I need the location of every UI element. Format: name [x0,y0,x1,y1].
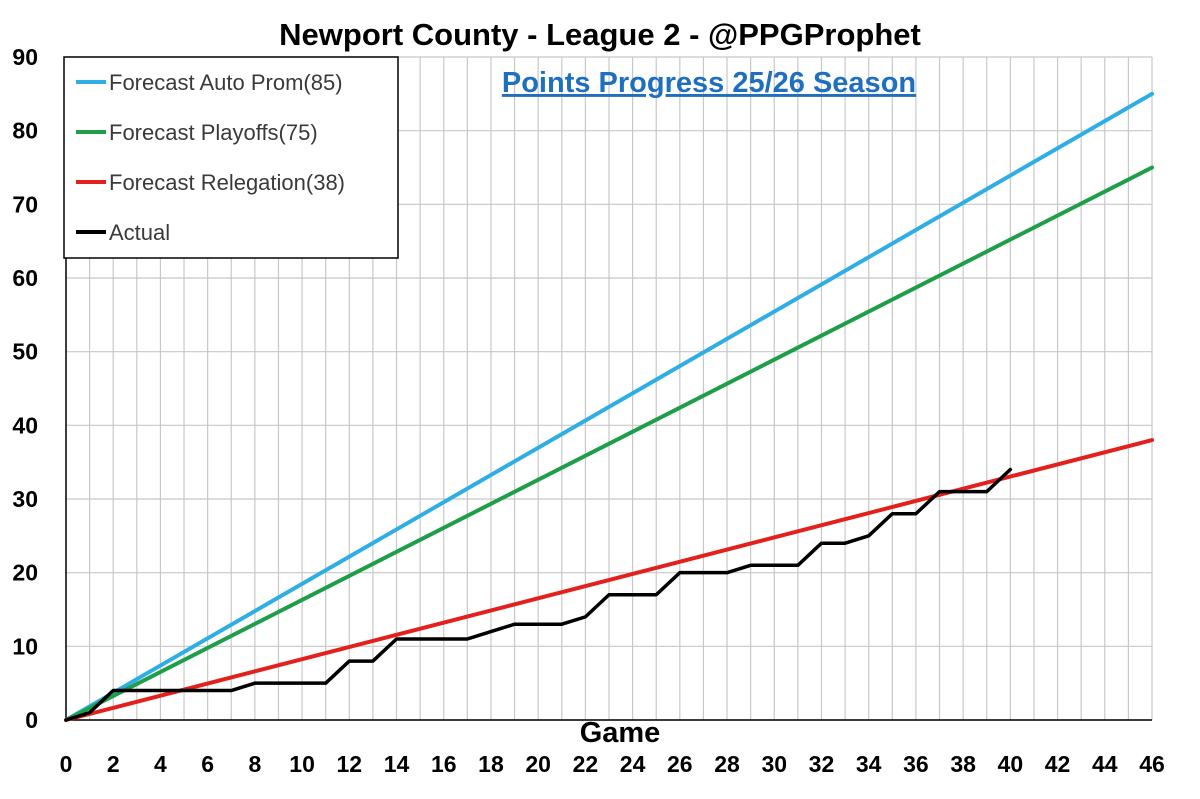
x-tick-label: 22 [573,751,599,777]
x-tick-label: 46 [1139,751,1165,777]
y-tick-label: 30 [12,486,38,512]
series-line-forecast-auto-prom-85 [64,91,1154,722]
legend-items: Forecast Auto Prom(85) Forecast Playoffs(… [76,70,345,245]
x-tick-label: 2 [107,751,120,777]
y-tick-label: 80 [12,118,38,144]
x-tick-label: 4 [154,751,167,777]
x-tick-label: 8 [248,751,261,777]
x-tick-label: 16 [431,751,457,777]
y-tick-label: 90 [12,44,38,70]
y-tick-label: 0 [25,707,38,733]
chart-subtitle: Points Progress 25/26 Season [502,67,916,99]
series-lines [64,91,1154,722]
legend-box [63,56,399,259]
x-tick-label: 38 [950,751,976,777]
legend-label: Forecast Playoffs(75) [109,120,318,145]
x-tick-label: 36 [903,751,929,777]
x-tick-label: 0 [60,751,73,777]
x-tick-label: 18 [478,751,504,777]
x-tick-label: 42 [1045,751,1071,777]
legend-label: Forecast Auto Prom(85) [109,70,343,95]
x-tick-label: 6 [201,751,214,777]
series-line-forecast-relegation-38 [64,438,1154,722]
y-tick-label: 40 [12,412,38,438]
legend-label: Actual [109,220,170,245]
x-tick-label: 24 [620,751,646,777]
legend: Forecast Auto Prom(85) Forecast Playoffs(… [63,56,399,259]
y-tick-label: 50 [12,339,38,365]
x-tick-label: 44 [1092,751,1118,777]
y-tick-label: 20 [12,560,38,586]
y-tick-label: 60 [12,265,38,291]
x-tick-label: 40 [998,751,1024,777]
x-tick-label: 30 [761,751,787,777]
y-tick-label: 10 [12,633,38,659]
x-tick-label: 14 [384,751,410,777]
series-line-forecast-playoffs-75 [64,165,1154,722]
x-axis-title: Game [580,717,661,749]
chart-title: Newport County - League 2 - @PPGProphet [279,17,921,52]
x-tick-label: 26 [667,751,693,777]
legend-label: Forecast Relegation(38) [109,170,345,195]
x-tick-label: 32 [809,751,835,777]
x-tick-label: 20 [525,751,551,777]
x-tick-label: 34 [856,751,882,777]
series-line-actual [64,467,1013,722]
x-tick-label: 28 [714,751,740,777]
x-tick-label: 12 [337,751,363,777]
y-tick-label: 70 [12,191,38,217]
x-tick-label: 10 [289,751,315,777]
